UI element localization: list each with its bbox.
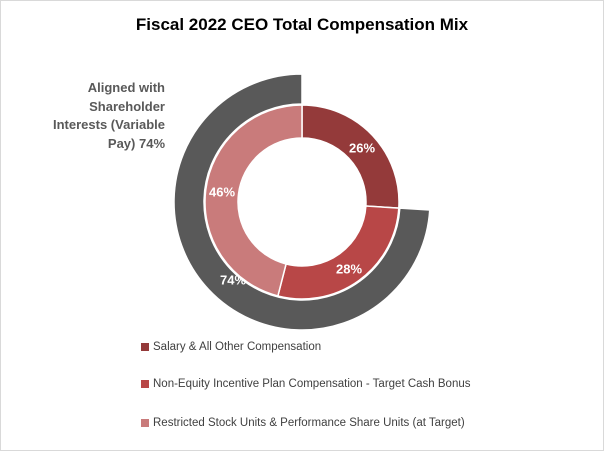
chart-title: Fiscal 2022 CEO Total Compensation Mix (135, 15, 469, 34)
legend-label: Restricted Stock Units & Performance Sha… (153, 417, 465, 429)
annotation-line: Aligned with (87, 80, 165, 95)
annotation-line: Shareholder (89, 98, 165, 114)
legend-swatch (141, 380, 149, 388)
legend-label: Salary & All Other Compensation (153, 341, 322, 353)
legend-swatch (141, 343, 149, 351)
inner-ring-data-label: 26% (349, 140, 375, 155)
legend-item-salary: Salary & All Other Compensation (141, 341, 321, 353)
inner-ring-data-label: 28% (336, 261, 362, 276)
inner-ring-segment (301, 104, 400, 209)
annotation-line: Interests (Variable (53, 117, 165, 132)
legend-label: Non-Equity Incentive Plan Compensation -… (153, 378, 471, 390)
outer-ring-segment (173, 73, 431, 331)
legend-item-stock-units: Restricted Stock Units & Performance Sha… (141, 417, 465, 429)
legend-swatch (141, 419, 149, 427)
variable-pay-annotation: Aligned with Shareholder Interests (Vari… (45, 79, 165, 153)
inner-ring-segment (204, 104, 303, 297)
annotation-line: Pay) 74% (107, 135, 165, 151)
inner-ring-data-label: 46% (209, 184, 235, 199)
legend-item-cash-bonus: Non-Equity Incentive Plan Compensation -… (141, 378, 471, 390)
